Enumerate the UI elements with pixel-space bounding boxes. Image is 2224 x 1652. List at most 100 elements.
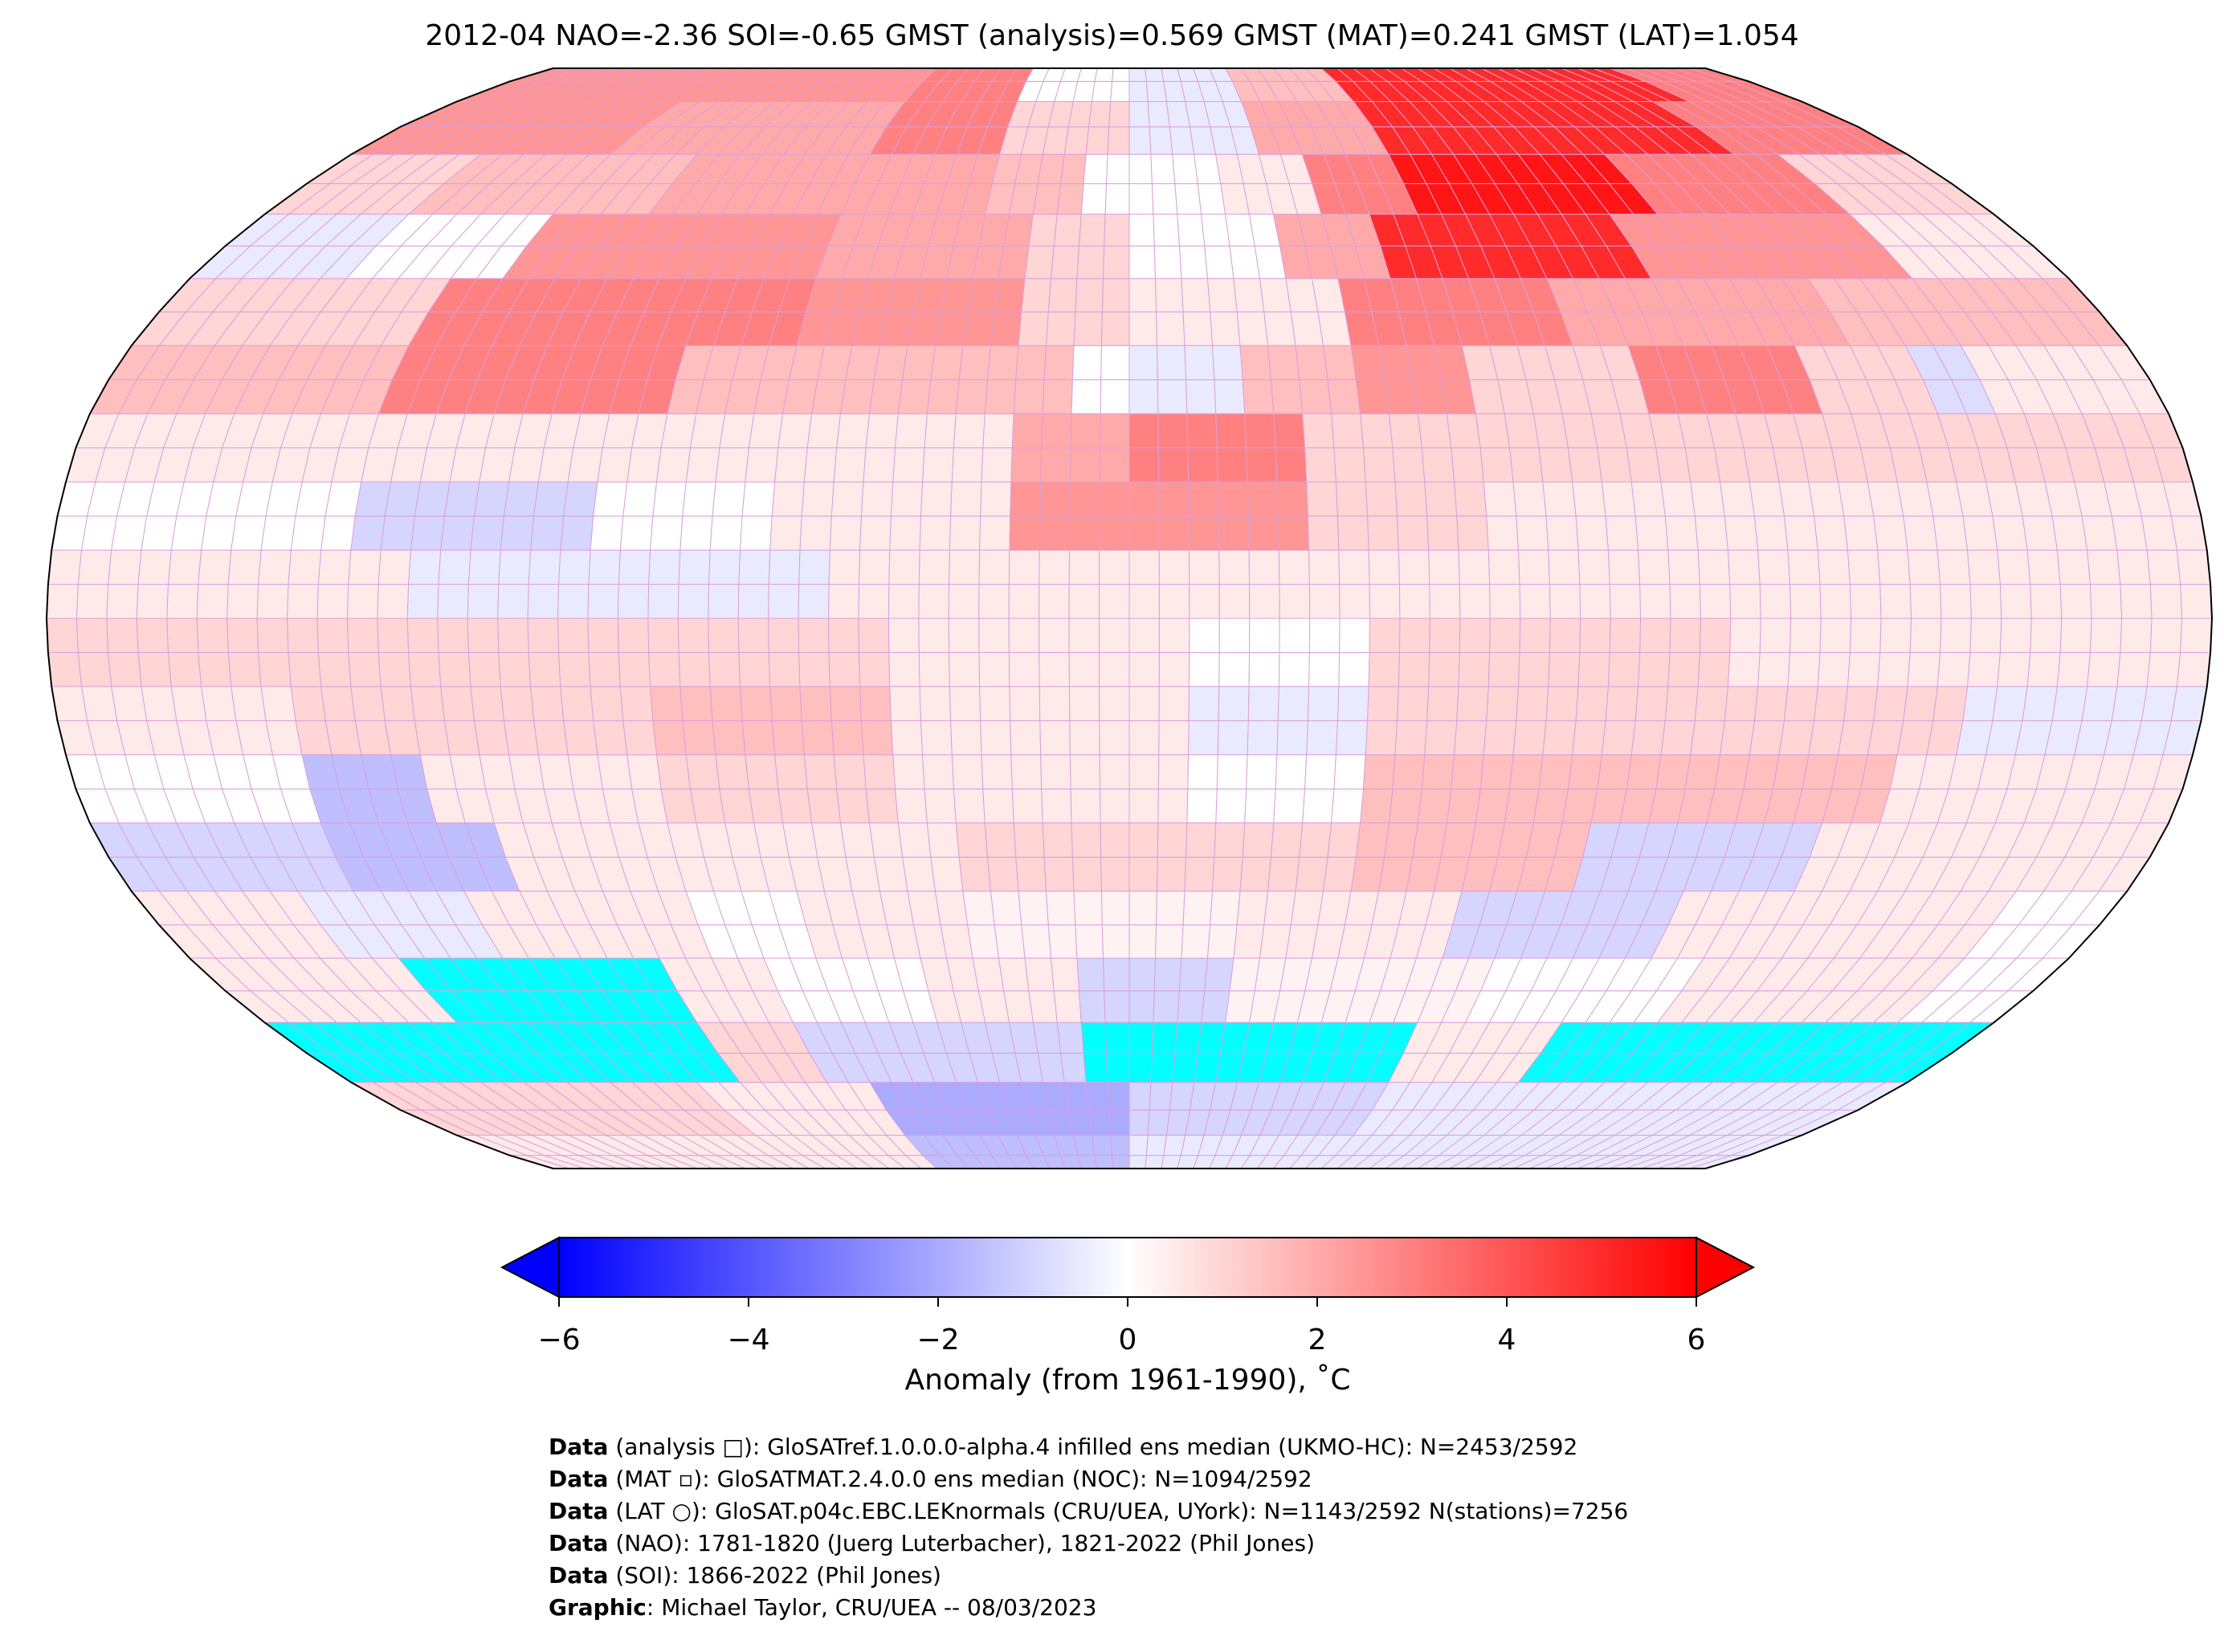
grid-cell — [1394, 720, 1428, 756]
grid-cell — [798, 618, 830, 653]
grid-cell — [1039, 584, 1070, 619]
grid-cell — [1210, 891, 1241, 926]
grid-cell — [741, 720, 776, 756]
grid-cell — [1597, 447, 1632, 483]
grid-cell — [1601, 481, 1636, 517]
grid-cell — [1233, 278, 1265, 312]
grid-cell — [803, 754, 838, 789]
grid-cell — [1486, 686, 1520, 721]
grid-cell — [1181, 924, 1211, 959]
grid-cell — [1605, 686, 1639, 721]
grid-cell — [868, 379, 904, 414]
grid-cell — [1128, 67, 1147, 82]
grid-cell — [890, 720, 924, 756]
grid-cell — [1128, 856, 1158, 892]
grid-cell — [597, 754, 633, 789]
grid-cell — [1013, 379, 1045, 414]
grid-cell — [1075, 278, 1104, 312]
grid-cell — [934, 311, 969, 346]
grid-cell — [1043, 856, 1075, 892]
grid-cell — [1429, 584, 1461, 619]
grid-cell — [567, 754, 603, 789]
grid-cell — [288, 652, 322, 687]
grid-cell — [626, 447, 662, 483]
grid-cell — [1333, 754, 1366, 789]
grid-cell — [1039, 652, 1071, 687]
grid-cell — [1267, 345, 1300, 381]
grid-cell — [1397, 516, 1430, 551]
grid-cell — [990, 891, 1022, 926]
grid-cell — [1690, 481, 1725, 517]
grid-cell — [1244, 413, 1276, 449]
grid-cell — [258, 549, 292, 585]
grid-cell — [1542, 481, 1577, 517]
grid-cell — [1936, 652, 1971, 687]
grid-cell — [798, 549, 830, 585]
grid-cell — [1128, 686, 1160, 721]
grid-cell — [1308, 652, 1341, 687]
grid-cell — [833, 447, 867, 483]
grid-cell — [1008, 549, 1040, 585]
grid-cell — [803, 447, 838, 483]
grid-cell — [1128, 278, 1157, 312]
grid-cell — [1045, 891, 1076, 926]
grid-cell — [1008, 584, 1040, 619]
grid-cell — [1246, 754, 1278, 789]
credit-line: Graphic: Michael Taylor, CRU/UEA -- 08/0… — [549, 1594, 1097, 1621]
grid-cell — [498, 549, 532, 585]
grid-cell — [1247, 481, 1279, 517]
grid-cell — [1369, 618, 1401, 653]
grid-cell — [1188, 481, 1219, 517]
grid-cell — [806, 413, 842, 449]
grid-cell — [922, 754, 954, 789]
grid-cell — [1128, 788, 1159, 824]
grid-cell — [1099, 481, 1130, 517]
grid-cell — [1909, 618, 1942, 653]
grid-cell — [1177, 990, 1206, 1023]
grid-cell — [1999, 584, 2032, 619]
grid-cell — [106, 584, 139, 619]
grid-cell — [590, 516, 624, 551]
grid-cell — [685, 447, 720, 483]
grid-cell — [141, 686, 178, 721]
grid-cell — [1962, 516, 1998, 551]
grid-cell — [940, 924, 973, 959]
grid-cell — [1060, 153, 1087, 185]
grid-cell — [980, 481, 1012, 517]
grid-cell — [919, 686, 952, 721]
grid-cell — [1158, 618, 1190, 653]
grid-cell — [438, 652, 471, 687]
grid-cell — [1157, 822, 1188, 858]
grid-cell — [1076, 957, 1105, 992]
grid-cell — [1729, 584, 1761, 619]
grid-cell — [1817, 549, 1851, 585]
grid-cell — [1398, 584, 1430, 619]
grid-cell — [1517, 549, 1551, 585]
grid-cell — [1153, 245, 1182, 279]
grid-cell — [689, 788, 726, 824]
grid-cell — [1100, 345, 1130, 381]
colorbar-gradient — [558, 1237, 1697, 1298]
grid-cell — [1100, 311, 1130, 346]
grid-cell — [1128, 311, 1158, 346]
grid-cell — [1108, 101, 1130, 128]
grid-cell — [1158, 720, 1190, 756]
grid-cell — [587, 584, 619, 619]
grid-cell — [922, 447, 954, 483]
credit-line: Data (LAT ○): GloSAT.p04c.EBC.LEKnormals… — [549, 1498, 1629, 1524]
grid-cell — [1010, 447, 1043, 483]
grid-cell — [1053, 990, 1082, 1023]
grid-cell — [1428, 549, 1460, 585]
grid-cell — [1426, 686, 1459, 721]
grid-cell — [1720, 720, 1756, 756]
grid-cell — [799, 686, 832, 721]
grid-cell — [1331, 788, 1365, 824]
grid-cell — [438, 549, 471, 585]
grid-cell — [2176, 652, 2211, 687]
grid-cell — [46, 584, 79, 619]
grid-cell — [858, 652, 891, 687]
grid-cell — [201, 516, 237, 551]
grid-cell — [1907, 549, 1941, 585]
grid-cell — [1475, 413, 1511, 449]
grid-cell — [508, 447, 545, 483]
